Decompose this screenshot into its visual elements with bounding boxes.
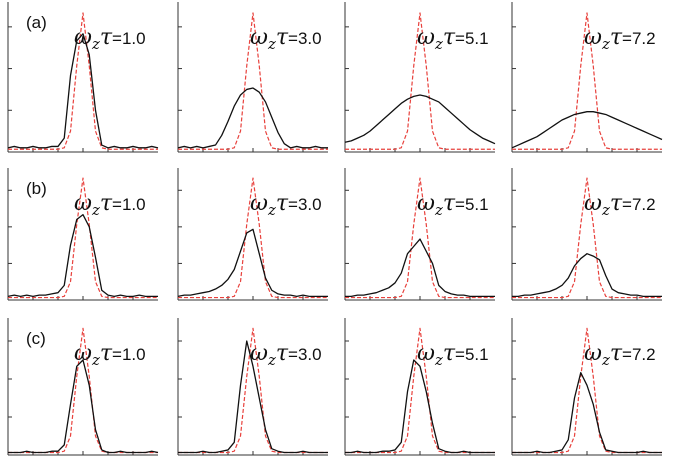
annotation: ωzτ=5.1 xyxy=(417,341,489,369)
reference-line xyxy=(178,12,328,150)
annotation-part: z xyxy=(267,351,276,369)
annotation-part: =3.0 xyxy=(288,345,322,364)
data-line xyxy=(512,253,662,297)
annotation-part: ω xyxy=(417,341,435,366)
data-line xyxy=(511,111,663,149)
reference-line xyxy=(8,177,158,299)
annotation-part: z xyxy=(601,35,610,53)
data-line xyxy=(512,372,662,454)
data-line xyxy=(7,33,159,149)
annotation-part: z xyxy=(267,35,276,53)
annotation: ωzτ=1.0 xyxy=(74,341,146,369)
annotation-part: τ xyxy=(610,25,623,50)
annotation: ωzτ=7.2 xyxy=(584,25,656,53)
panel-label: (c) xyxy=(26,329,46,348)
reference-line xyxy=(512,12,662,150)
reference-line xyxy=(178,327,328,454)
data-line xyxy=(177,87,328,149)
annotation-part: =1.0 xyxy=(112,345,146,364)
annotation-part: ω xyxy=(417,25,435,50)
annotation-part: τ xyxy=(100,25,113,50)
annotation-part: ω xyxy=(584,191,602,216)
data-line xyxy=(344,94,496,145)
annotation: ωzτ=1.0 xyxy=(74,25,146,53)
annotation-part: τ xyxy=(610,341,623,366)
annotation-part: =1.0 xyxy=(112,29,146,48)
annotation: ωzτ=3.0 xyxy=(250,191,322,219)
annotation-part: z xyxy=(91,351,100,369)
annotation-part: z xyxy=(434,201,443,219)
annotation-part: ω xyxy=(250,25,268,50)
annotation-part: =7.2 xyxy=(622,29,656,48)
panel-label: (a) xyxy=(26,13,47,32)
annotation-part: ω xyxy=(74,341,92,366)
annotation-part: τ xyxy=(610,191,623,216)
annotation-part: =5.1 xyxy=(455,195,489,214)
reference-line xyxy=(345,12,495,150)
annotation-part: τ xyxy=(443,341,456,366)
annotation-part: τ xyxy=(443,25,456,50)
annotation-part: ω xyxy=(74,191,92,216)
annotation-part: ω xyxy=(584,25,602,50)
annotation-part: ω xyxy=(250,191,268,216)
annotation-part: τ xyxy=(276,25,289,50)
annotation-part: ω xyxy=(584,341,602,366)
annotation: ωzτ=1.0 xyxy=(74,191,146,219)
annotation-part: =5.1 xyxy=(455,345,489,364)
annotation-part: z xyxy=(434,35,443,53)
annotation-part: τ xyxy=(276,341,289,366)
data-line xyxy=(345,238,495,297)
annotation: ωzτ=7.2 xyxy=(584,191,656,219)
annotation: ωzτ=3.0 xyxy=(250,341,322,369)
reference-line xyxy=(8,12,158,150)
data-line xyxy=(7,214,158,297)
annotation-part: =3.0 xyxy=(288,29,322,48)
annotation-part: z xyxy=(434,351,443,369)
annotation-part: ω xyxy=(250,341,268,366)
reference-line xyxy=(178,177,328,299)
annotation-part: z xyxy=(91,201,100,219)
data-line xyxy=(8,359,159,454)
annotation: ωzτ=5.1 xyxy=(417,25,489,53)
annotation-part: ω xyxy=(74,25,92,50)
annotation: ωzτ=7.2 xyxy=(584,341,656,369)
annotation-part: τ xyxy=(100,341,113,366)
annotation-part: τ xyxy=(276,191,289,216)
annotation-part: =7.2 xyxy=(622,345,656,364)
annotation-part: z xyxy=(267,201,276,219)
annotation: ωzτ=3.0 xyxy=(250,25,322,53)
data-line xyxy=(345,359,495,454)
annotation-part: z xyxy=(91,35,100,53)
annotation-part: τ xyxy=(100,191,113,216)
data-line xyxy=(178,340,328,454)
annotation-part: z xyxy=(601,351,610,369)
panel-label: (b) xyxy=(26,179,47,198)
data-line xyxy=(177,228,328,297)
reference-line xyxy=(345,177,495,299)
annotation-part: =7.2 xyxy=(622,195,656,214)
annotation-part: τ xyxy=(443,191,456,216)
annotation-part: =1.0 xyxy=(112,195,146,214)
annotation-part: =3.0 xyxy=(288,195,322,214)
annotation-part: =5.1 xyxy=(455,29,489,48)
annotation-part: ω xyxy=(417,191,435,216)
annotation: ωzτ=5.1 xyxy=(417,191,489,219)
reference-line xyxy=(512,177,662,299)
annotation-part: z xyxy=(601,201,610,219)
